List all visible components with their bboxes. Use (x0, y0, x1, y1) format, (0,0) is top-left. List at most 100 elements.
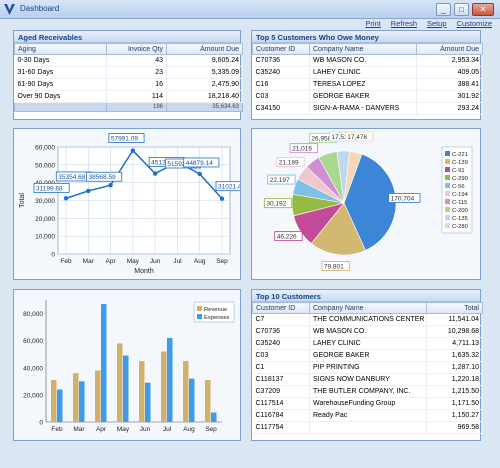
table-row[interactable]: 61-90 Days 16 2,475.90 (14, 78, 243, 91)
column-header[interactable]: Total (426, 302, 483, 314)
maximize-button[interactable]: □ (454, 3, 469, 16)
bar (117, 343, 123, 422)
aged-receivables-table: Aging Invoice Qty Amount Due 0-30 Days 43… (14, 43, 243, 112)
close-button[interactable]: ✕ (472, 3, 494, 16)
table-row[interactable]: 31-60 Days 23 5,335.09 (14, 66, 243, 79)
bar (161, 351, 167, 422)
column-header[interactable]: Company Name (309, 43, 417, 55)
table-row[interactable]: C1 PIP PRINTING 1,287.10 (252, 361, 483, 374)
column-header[interactable]: Aging (14, 43, 107, 55)
toolbar: Print Refresh Setup Customize (357, 19, 492, 29)
cell: 114 (106, 90, 167, 103)
x-tick-label: Mar (73, 426, 85, 433)
print-link[interactable]: Print (365, 19, 381, 28)
series-line (65, 149, 223, 200)
cell: Over 90 Days (14, 90, 107, 103)
data-point (197, 171, 202, 177)
legend-label: C-135 (452, 216, 468, 222)
data-point (108, 183, 113, 188)
table-row[interactable]: C70736 WB MASON CO. 10,298.68 (252, 325, 483, 338)
cell: 23 (106, 66, 167, 79)
cell: C70736 (252, 54, 310, 67)
table-row[interactable]: C70736 WB MASON CO. 2,953.34 (252, 54, 483, 67)
cell: SIGN-A-RAMA - DANVERS (309, 102, 417, 115)
column-header[interactable]: Company Name (309, 302, 427, 314)
minimize-button[interactable]: _ (436, 3, 451, 16)
cell: 1,171.50 (426, 397, 483, 410)
bar (101, 304, 107, 422)
data-label: 45126.84 (151, 160, 178, 167)
table-row[interactable]: C35240 LAHEY CLINIC 4,711.13 (252, 337, 483, 350)
pie-slice (343, 150, 363, 204)
pie-chart: 170,704 79,801 46,226 30,192 22,197 21,189 21,… (263, 131, 473, 271)
refresh-link[interactable]: Refresh (390, 19, 418, 28)
cell: WarehouseFunding Group (309, 397, 427, 410)
data-point (152, 171, 158, 176)
y-tick-label: 0 (39, 420, 43, 427)
y-axis-label: Total (19, 193, 26, 208)
slice-label: 30,192 (266, 201, 286, 208)
table-row[interactable]: 0-30 Days 43 9,605.24 (14, 54, 243, 67)
bar (167, 337, 173, 422)
window-title: Dashboard (20, 4, 60, 13)
table-row[interactable]: C118137 SIGNS NOW DANBURY 1,220.18 (252, 373, 483, 386)
aged-receivables-title: Aged Receivables (14, 31, 240, 43)
cell: 31-60 Days (14, 66, 107, 79)
legend-label: C-91 (452, 168, 465, 174)
bar (51, 379, 57, 422)
slice-label: 21,189 (279, 159, 299, 166)
slice-label: 79,801 (324, 263, 344, 270)
total-qty: 196 (106, 102, 167, 112)
slice-label-box (263, 198, 293, 209)
table-row[interactable]: C117514 WarehouseFunding Group 1,171.50 (252, 397, 483, 410)
total-amount: 35,634.63 (166, 102, 243, 112)
table-row[interactable]: Over 90 Days 114 18,218.40 (14, 90, 243, 103)
cell: 293.24 (416, 102, 483, 115)
data-point (219, 196, 225, 201)
slice-label-box (388, 193, 421, 203)
cell: 1,635.32 (426, 349, 483, 362)
table-row[interactable]: C34150 SIGN-A-RAMA - DANVERS 293.24 (252, 102, 483, 115)
cell: 1,287.10 (426, 361, 483, 374)
setup-link[interactable]: Setup (427, 19, 447, 28)
cell: 0-30 Days (14, 54, 107, 67)
table-row[interactable]: C116784 Ready Pac 1,150.27 (252, 409, 483, 422)
data-label: 31199.68 (36, 185, 63, 192)
table-row[interactable]: C7 THE COMMUNICATIONS CENTER 11,541.04 (252, 313, 483, 326)
legend-swatch (197, 306, 202, 311)
table-row[interactable]: C35240 LAHEY CLINIC 409.05 (252, 66, 483, 79)
x-tick-label: Feb (60, 258, 72, 265)
table-row[interactable]: C03 GEORGE BAKER 301.92 (252, 90, 483, 103)
x-tick-label: Sep (216, 258, 228, 265)
table-row[interactable]: C03 GEORGE BAKER 1,635.32 (252, 349, 483, 362)
x-tick-label: Apr (96, 426, 107, 433)
y-tick-label: 60,000 (35, 145, 55, 152)
table-row[interactable]: C16 TERESA LOPEZ 388.41 (252, 78, 483, 91)
bar-chart-panel: 0 20,000 40,000 60,000 80,000 Feb Mar Apr May Jun… (13, 289, 241, 441)
cell: C1 (252, 361, 310, 374)
top10-customers-panel: Top 10 Customers Customer ID Company Nam… (251, 289, 483, 441)
cell: C117514 (252, 397, 310, 410)
cell (309, 421, 427, 434)
column-header[interactable]: Customer ID (252, 43, 310, 55)
x-tick-label: Apr (106, 258, 117, 265)
column-header[interactable]: Invoice Qty (106, 43, 167, 55)
legend-swatch (445, 215, 450, 220)
bar (183, 361, 189, 422)
column-header[interactable]: Amount Due (416, 43, 483, 55)
table-row[interactable]: C117754 969.58 (252, 421, 483, 434)
legend-swatch (445, 207, 450, 212)
bar (211, 412, 217, 422)
bar (139, 361, 145, 422)
cell: 1,220.18 (426, 373, 483, 386)
slice-label-box (274, 231, 303, 242)
legend-label: C-221 (452, 152, 468, 158)
data-label: 31021.44 (218, 184, 240, 191)
column-header[interactable]: Amount Due (166, 43, 243, 55)
column-header[interactable]: Customer ID (252, 302, 310, 314)
slice-label: 21,016 (292, 146, 312, 153)
data-label: 44879.14 (186, 160, 213, 167)
customize-link[interactable]: Customize (456, 19, 492, 28)
table-row[interactable]: C37209 THE BUTLER COMPANY, INC. 1,215.50 (252, 385, 483, 398)
cell: LAHEY CLINIC (309, 66, 417, 79)
